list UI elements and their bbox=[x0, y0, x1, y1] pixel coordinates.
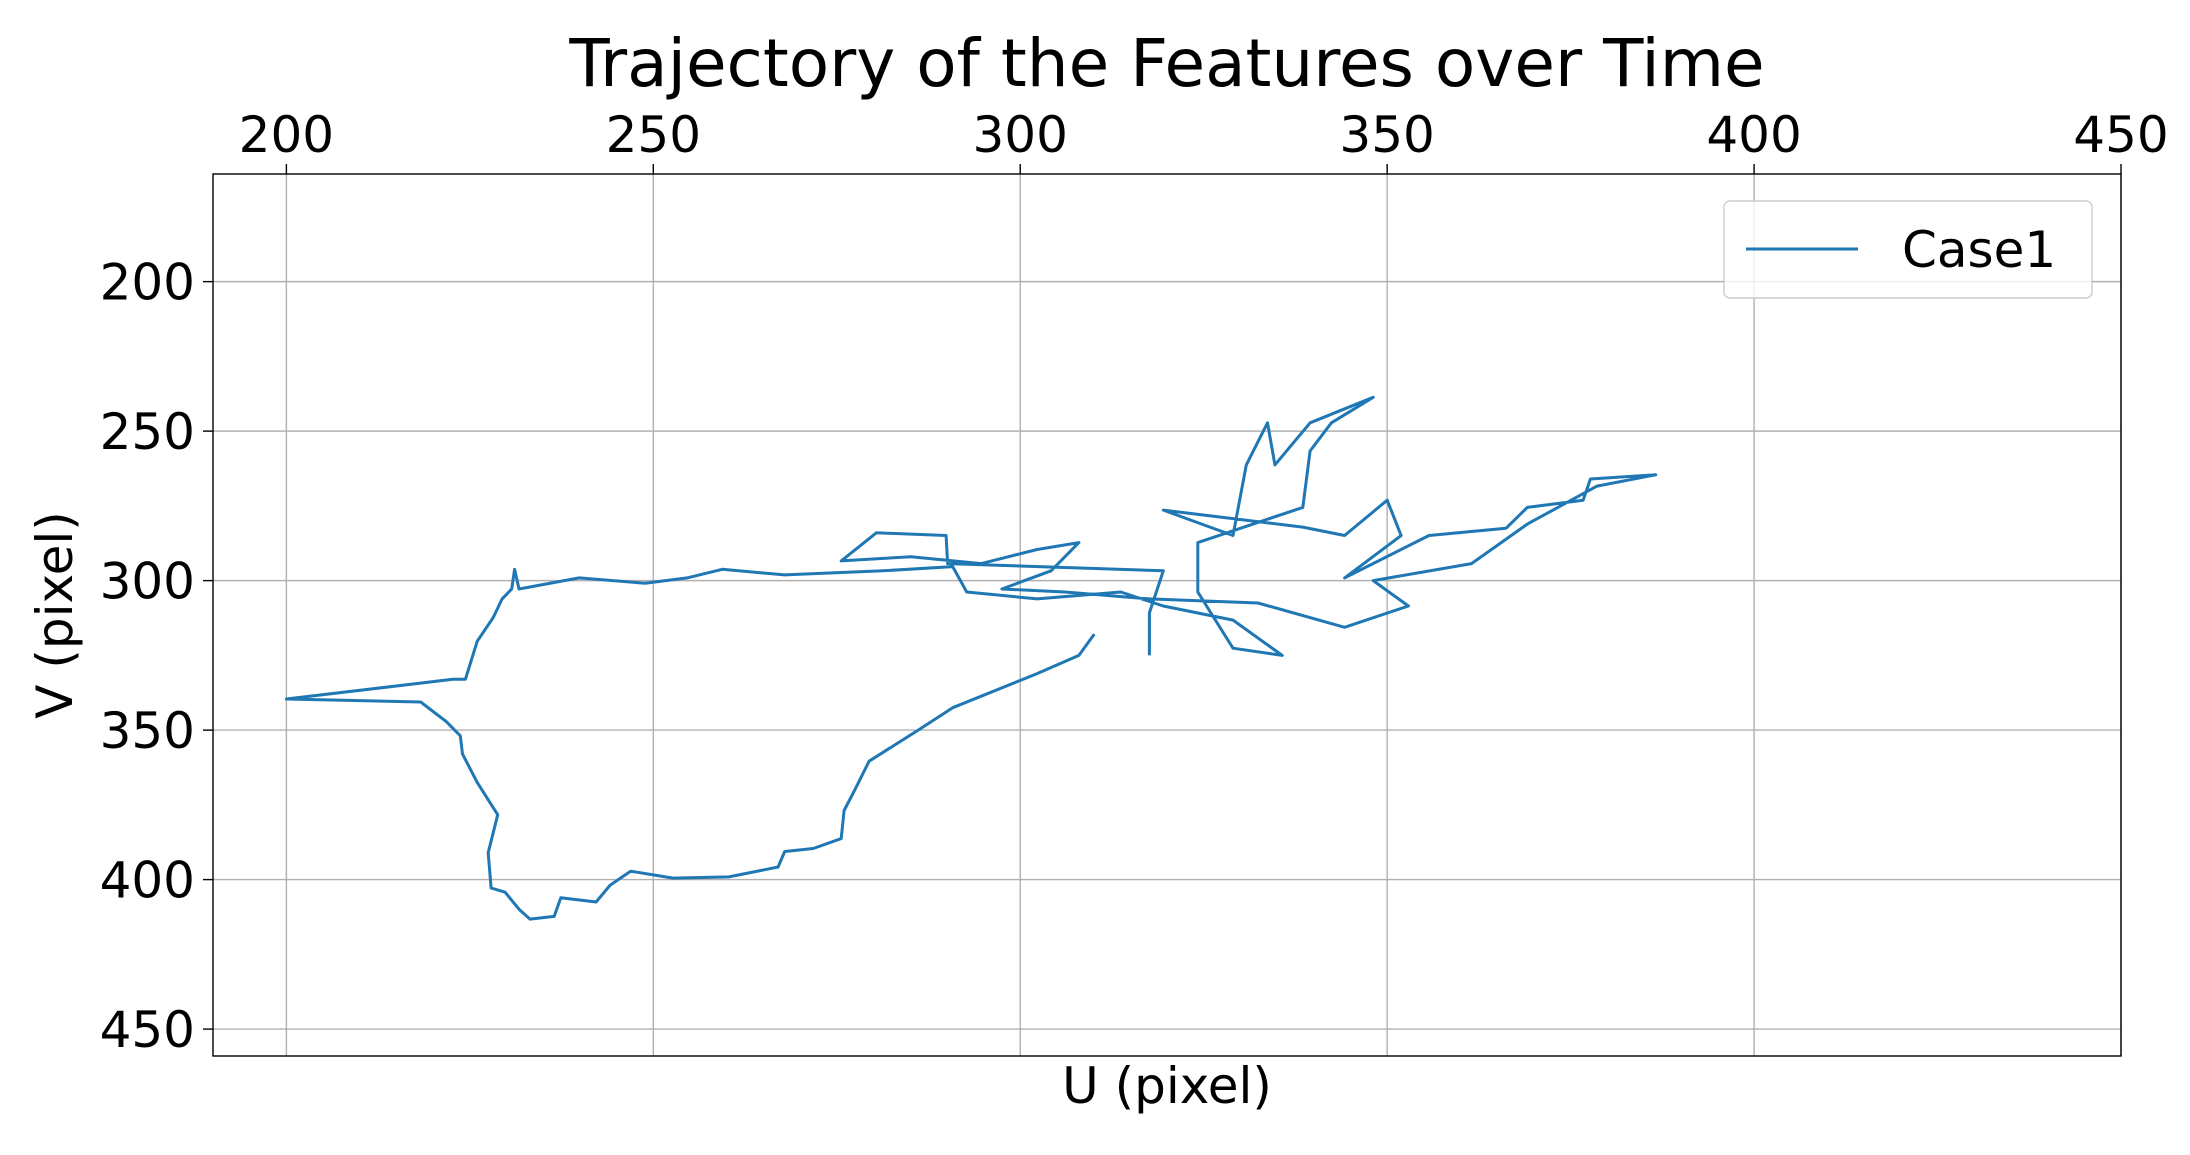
x-tick-label: 350 bbox=[1339, 106, 1434, 164]
x-tick-label: 250 bbox=[606, 106, 701, 164]
y-tick-label: 350 bbox=[100, 702, 195, 760]
x-axis-label: U (pixel) bbox=[1062, 1057, 1272, 1115]
y-axis-label: V (pixel) bbox=[26, 511, 84, 718]
plot-frame bbox=[212, 173, 2122, 1057]
legend-box bbox=[1723, 200, 2093, 299]
legend-label: Case1 bbox=[1902, 221, 2056, 279]
y-tick-label: 450 bbox=[100, 1001, 195, 1059]
y-tick-label: 250 bbox=[100, 403, 195, 461]
y-tick-label: 300 bbox=[100, 553, 195, 611]
x-tick-label: 300 bbox=[973, 106, 1068, 164]
x-tick-label: 400 bbox=[1706, 106, 1801, 164]
trajectory-line bbox=[284, 395, 1658, 921]
y-tick-label: 400 bbox=[100, 852, 195, 910]
x-tick-label: 450 bbox=[2073, 106, 2168, 164]
chart-title: Trajectory of the Features over Time bbox=[568, 25, 1764, 102]
y-tick-label: 200 bbox=[100, 254, 195, 312]
x-tick-label: 200 bbox=[239, 106, 334, 164]
